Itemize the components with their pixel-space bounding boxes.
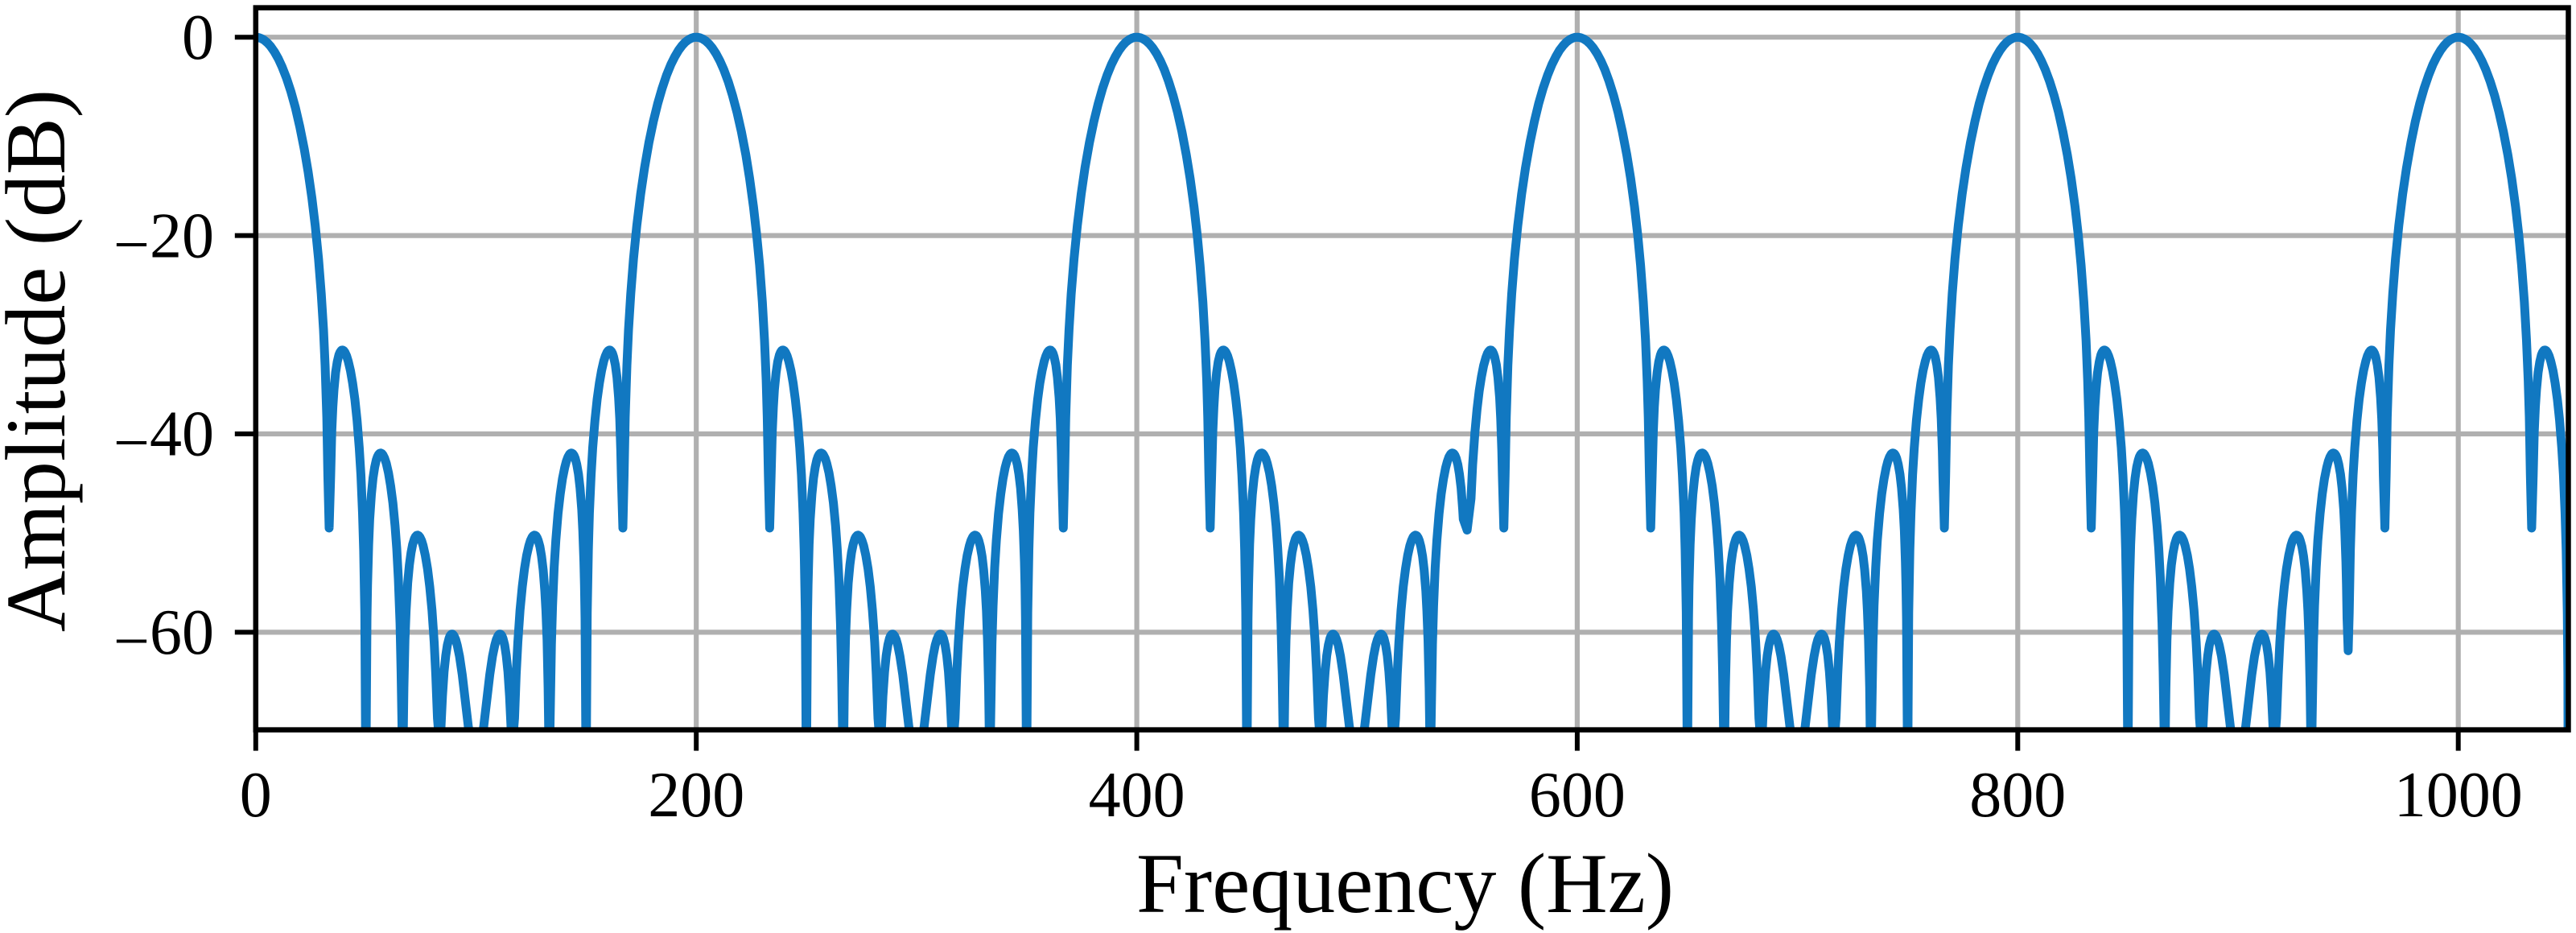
svg-text:0: 0: [182, 2, 214, 73]
svg-text:800: 800: [1969, 760, 2066, 831]
svg-text:600: 600: [1529, 760, 1626, 831]
svg-text:400: 400: [1089, 760, 1185, 831]
svg-text:0: 0: [240, 760, 272, 831]
svg-text:−60: −60: [113, 597, 214, 677]
svg-text:200: 200: [648, 760, 744, 831]
svg-text:−20: −20: [113, 200, 214, 280]
svg-text:Frequency (Hz): Frequency (Hz): [1136, 836, 1674, 931]
svg-text:1000: 1000: [2394, 760, 2523, 831]
svg-text:−40: −40: [113, 399, 214, 479]
svg-text:Amplitude (dB): Amplitude (dB): [0, 89, 83, 632]
